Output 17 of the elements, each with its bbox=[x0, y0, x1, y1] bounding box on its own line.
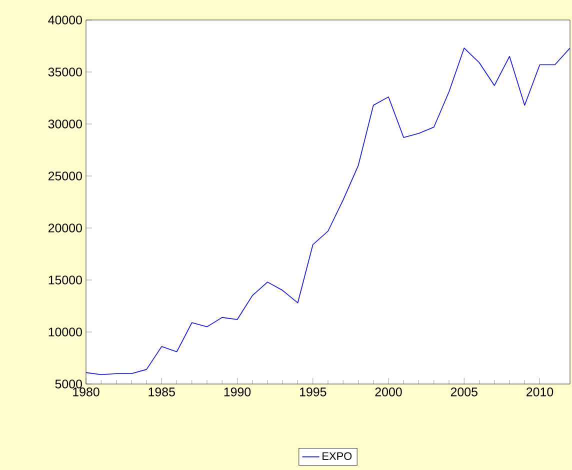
y-tick-label: 40000 bbox=[48, 16, 82, 24]
x-tick-label: 2000 bbox=[375, 388, 402, 396]
x-tick-label: 1990 bbox=[224, 388, 251, 396]
x-tick-label: 2010 bbox=[526, 388, 554, 396]
x-tick-label: 1985 bbox=[148, 388, 175, 396]
y-tick-label: 5000 bbox=[55, 380, 82, 388]
y-tick-label: 10000 bbox=[48, 328, 82, 336]
x-tick-label: 1980 bbox=[73, 388, 100, 396]
y-tick-label: 25000 bbox=[48, 172, 82, 180]
y-tick-label: 35000 bbox=[48, 68, 82, 76]
legend-label: EXPO bbox=[322, 452, 352, 460]
y-tick-label: 20000 bbox=[48, 224, 82, 232]
y-tick-label: 30000 bbox=[48, 120, 82, 128]
line-series bbox=[86, 48, 570, 376]
x-tick-label: 2005 bbox=[450, 388, 478, 396]
y-tick-label: 15000 bbox=[48, 276, 82, 284]
x-tick-label: 1995 bbox=[300, 388, 326, 396]
